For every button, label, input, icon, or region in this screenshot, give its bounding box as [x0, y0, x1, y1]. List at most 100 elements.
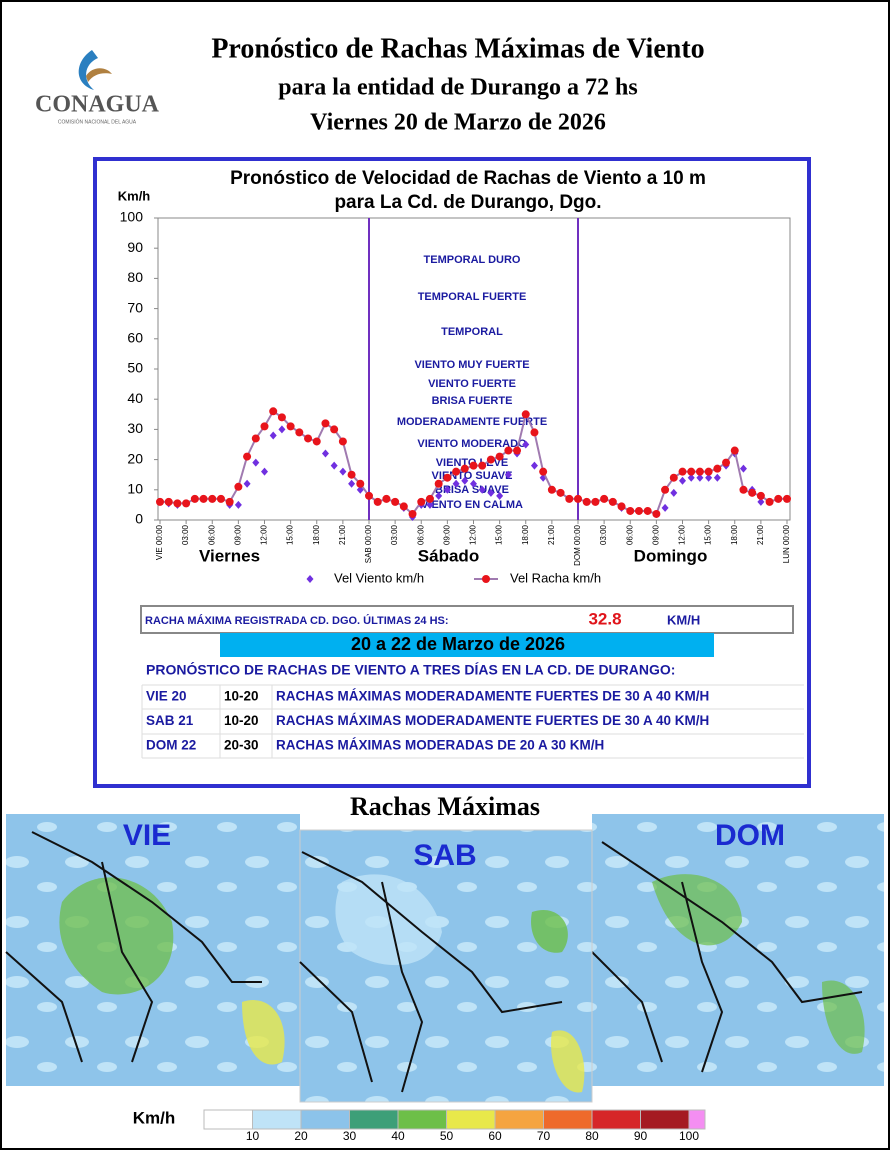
zone-label: TEMPORAL: [441, 326, 503, 338]
summary-label: RACHA MÁXIMA REGISTRADA CD. DGO. ÚLTIMAS…: [145, 614, 449, 627]
point: [695, 467, 704, 476]
point: [748, 488, 757, 497]
point: [243, 452, 252, 461]
chart-title: Pronóstico de Velocidad de Rachas de Vie…: [230, 168, 706, 189]
colorbar-tick: 50: [440, 1129, 454, 1143]
colorbar-swatch: [300, 1109, 350, 1130]
point: [330, 425, 339, 434]
map-area: [59, 877, 174, 995]
map-border: [591, 841, 863, 1073]
y-tick-label: 90: [127, 239, 143, 255]
colorbar-swatch: [591, 1109, 641, 1130]
y-tick-label: 70: [127, 299, 143, 315]
colorbar-swatch: [494, 1109, 544, 1130]
point: [408, 509, 417, 518]
map-panel: VIE: [5, 814, 300, 1086]
y-tick-label: 20: [127, 450, 143, 466]
point: [486, 455, 495, 464]
point: [739, 464, 747, 473]
x-tick-label: 03:00: [599, 524, 608, 545]
point: [173, 499, 182, 508]
x-tick-label: 09:00: [442, 524, 451, 545]
x-tick-label: 18:00: [521, 524, 530, 545]
day-label: Viernes: [199, 546, 260, 565]
maps-title: Rachas Máximas: [350, 792, 540, 821]
point: [251, 434, 260, 443]
point: [634, 506, 643, 515]
x-tick-label: 12:00: [469, 524, 478, 545]
point: [705, 473, 713, 482]
zone-label: VIENTO FUERTE: [428, 378, 516, 390]
point: [277, 413, 286, 422]
point: [260, 422, 269, 431]
point: [756, 491, 765, 500]
point: [312, 437, 321, 446]
point: [521, 410, 530, 419]
table-cell: 10-20: [224, 689, 259, 704]
title-line: para la entidad de Durango a 72 hs: [278, 75, 637, 101]
colorbar-unit: Km/h: [133, 1108, 176, 1127]
map-label: DOM: [715, 819, 785, 852]
point: [234, 482, 243, 491]
point: [643, 506, 652, 515]
map-border: [5, 831, 262, 1063]
legend-marker: [306, 575, 314, 583]
x-tick-label: DOM 00:00: [573, 524, 582, 565]
point: [373, 497, 382, 506]
zone-label: TEMPORAL DURO: [424, 254, 521, 266]
point: [321, 419, 330, 428]
colorbar: 10 20 30 40 50 60 70 80 90 100: [203, 1109, 706, 1143]
point: [243, 479, 251, 488]
point: [365, 491, 373, 500]
table-cell: 10-20: [224, 713, 259, 728]
y-tick-label: 60: [127, 330, 143, 346]
point: [304, 434, 313, 443]
x-tick-label: 03:00: [390, 524, 399, 545]
table-cell: SAB 21: [146, 713, 194, 728]
date-range: 20 a 22 de Marzo de 2026: [351, 634, 565, 654]
point: [774, 494, 783, 503]
colorbar-tick: 90: [634, 1129, 648, 1143]
map-border: [299, 851, 563, 1093]
point: [478, 485, 486, 494]
point: [452, 479, 460, 488]
forecast-heading: PRONÓSTICO DE RACHAS DE VIENTO A TRES DÍ…: [146, 661, 675, 678]
map-label: VIE: [123, 819, 171, 852]
x-tick-label: SAB 00:00: [364, 524, 373, 563]
legend-label: Vel Viento km/h: [334, 570, 424, 585]
summary-value: 32.8: [588, 609, 621, 628]
colorbar-tick: 10: [246, 1129, 260, 1143]
point: [739, 485, 748, 494]
map-panel: SAB: [299, 829, 593, 1103]
point: [582, 497, 591, 506]
point: [252, 458, 260, 467]
point: [234, 500, 242, 509]
point: [678, 467, 687, 476]
logo-subtext: COMISIÓN NACIONAL DEL AGUA: [58, 118, 137, 125]
colorbar-tick: 30: [343, 1129, 357, 1143]
point: [679, 476, 686, 485]
x-tick-label: 21:00: [338, 524, 347, 545]
point: [261, 467, 268, 476]
map-area: [242, 1000, 285, 1065]
point: [286, 422, 295, 431]
point: [713, 473, 721, 482]
x-tick-label: 06:00: [207, 524, 216, 545]
logo-swirl: [78, 50, 98, 90]
point: [704, 467, 713, 476]
point: [687, 467, 696, 476]
point: [199, 494, 208, 503]
x-tick-label: 15:00: [495, 524, 504, 545]
point: [382, 494, 391, 503]
point: [434, 479, 443, 488]
colorbar-swatch: [688, 1109, 706, 1130]
map-area: [551, 1030, 585, 1093]
point: [321, 449, 329, 458]
point: [495, 452, 504, 461]
point: [391, 497, 400, 506]
map-area: [335, 874, 442, 966]
y-tick-label: 80: [127, 269, 143, 285]
point: [330, 461, 338, 470]
